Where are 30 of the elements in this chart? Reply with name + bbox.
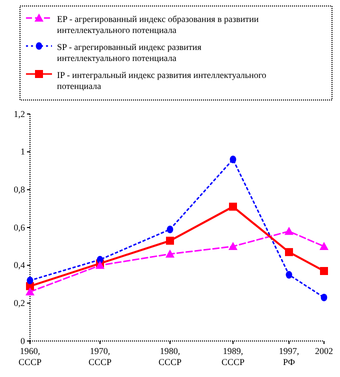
point bbox=[230, 156, 236, 164]
point bbox=[286, 270, 292, 279]
legend-label: EP - агрегированный индекс образования в развитии интеллектуального потенциала bbox=[57, 14, 259, 35]
y-tick-label: 0,4 bbox=[14, 260, 26, 270]
point bbox=[320, 267, 328, 276]
y-tick-label: 1,2 bbox=[14, 108, 25, 119]
x-tick-label: 1989, СССР bbox=[221, 346, 245, 367]
y-tick-label: 1 bbox=[20, 146, 25, 157]
legend-label: IP - интегральный индекс развития интеллектуального потенциала bbox=[57, 70, 267, 91]
point bbox=[320, 242, 328, 250]
point bbox=[228, 242, 238, 250]
y-tick-label: 0,2 bbox=[14, 298, 25, 308]
point bbox=[229, 202, 237, 211]
point bbox=[26, 276, 34, 284]
point bbox=[166, 236, 174, 245]
point bbox=[284, 226, 294, 235]
y-tick-label: 0,8 bbox=[14, 184, 26, 195]
point bbox=[320, 294, 328, 302]
x-tick-label: 1960, СССР bbox=[18, 346, 42, 367]
y-tick-label: 0,6 bbox=[14, 222, 26, 232]
point bbox=[166, 226, 174, 234]
point bbox=[166, 249, 174, 258]
x-tick-label: 2002 bbox=[315, 346, 333, 356]
x-tick-label: 1980, СССР bbox=[158, 346, 182, 367]
legend-label: SP - агрегированный индекс развития интеллектуального потенциала bbox=[57, 42, 202, 63]
x-tick-label: 1997, РФ bbox=[278, 346, 300, 367]
y-tick-label: 0 bbox=[20, 336, 26, 346]
point bbox=[26, 287, 34, 296]
point bbox=[285, 248, 293, 256]
x-tick-label: 1970, СССР bbox=[88, 346, 112, 367]
